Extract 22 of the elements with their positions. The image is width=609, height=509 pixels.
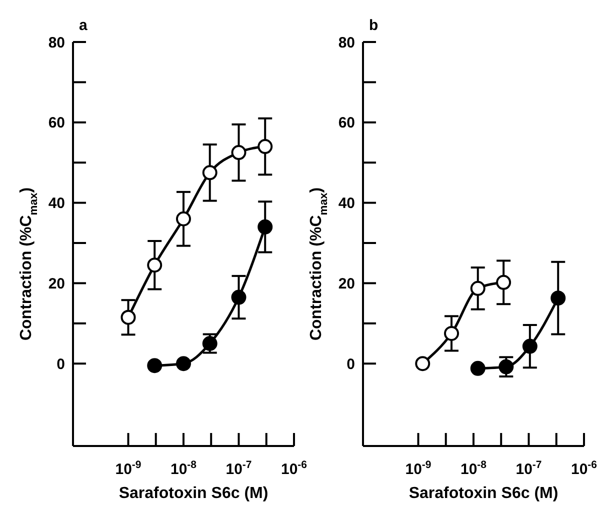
x-tick-label: 10$^{-7}$ — [226, 459, 252, 478]
x-tick-label: 10$^{-6}$ — [280, 459, 308, 478]
x-tick-label: 10$^{-6}$ — [570, 459, 598, 478]
y-tick-label: 80 — [338, 34, 355, 52]
y-tick-label: 80 — [48, 34, 65, 52]
x-tick-label: 10$^{-8}$ — [170, 459, 197, 478]
chart-title: a — [79, 17, 88, 34]
x-tick-label: 10$^{-7}$ — [516, 459, 542, 478]
x-tick-label: 10$^{-9}$ — [115, 459, 142, 478]
x-axis-title: Sarafotoxin S6c (M) — [408, 485, 558, 502]
y-tick-label: 40 — [338, 195, 355, 212]
y-tick-label: 20 — [48, 275, 65, 292]
y-tick-label: 60 — [338, 114, 355, 132]
y-tick-label: 0 — [56, 356, 65, 373]
y-tick-label: 40 — [48, 195, 65, 212]
x-tick-label: 10$^{-9}$ — [405, 459, 432, 478]
x-tick-label: 10$^{-8}$ — [460, 459, 487, 478]
y-tick-label: 60 — [48, 114, 65, 132]
chart-title: b — [369, 17, 378, 34]
y-tick-label: 0 — [346, 356, 355, 373]
y-tick-label: 20 — [338, 275, 355, 292]
x-axis-title: Sarafotoxin S6c (M) — [118, 485, 268, 502]
